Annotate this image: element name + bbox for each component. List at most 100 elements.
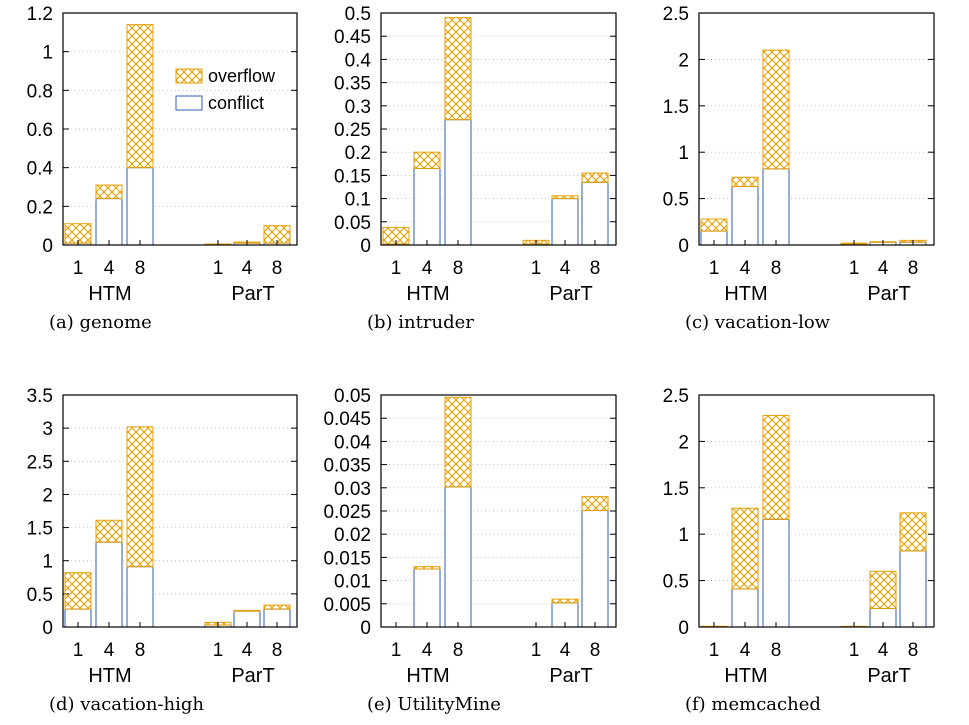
y-tick-label: 2 bbox=[678, 50, 689, 71]
bar-conflict bbox=[899, 550, 927, 628]
x-tick-label: 4 bbox=[242, 640, 253, 661]
y-tick-label: 0.3 bbox=[345, 97, 371, 118]
x-tick-label: 8 bbox=[272, 640, 283, 661]
plot-frame bbox=[380, 394, 617, 628]
group-label: HTM bbox=[724, 283, 767, 305]
bar-conflict bbox=[444, 486, 472, 628]
bar-conflict bbox=[95, 541, 123, 628]
y-tick-label: 0.5 bbox=[663, 190, 689, 211]
x-tick-label: 8 bbox=[135, 258, 146, 279]
bar-conflict bbox=[444, 119, 472, 246]
panel-caption: (d) vacation-high bbox=[49, 694, 204, 715]
panel-caption: (a) genome bbox=[49, 312, 152, 333]
y-tick-label: 0.4 bbox=[27, 159, 54, 180]
group-label: HTM bbox=[406, 283, 449, 305]
x-tick-label: 1 bbox=[531, 258, 542, 279]
y-tick-label: 3 bbox=[42, 419, 53, 440]
y-tick-label: 1 bbox=[678, 143, 689, 164]
y-tick-label: 0 bbox=[42, 236, 53, 257]
y-tick-label: 1.5 bbox=[27, 519, 53, 540]
y-tick-label: 2.5 bbox=[27, 452, 53, 473]
x-tick-label: 8 bbox=[453, 258, 464, 279]
bar-overflow bbox=[551, 195, 579, 200]
chart-panel-5: 00.0050.010.0150.020.0250.030.0350.040.0… bbox=[323, 386, 617, 715]
y-tick-label: 0.35 bbox=[334, 74, 371, 95]
y-tick-label: 0 bbox=[360, 236, 371, 257]
y-tick-label: 0.45 bbox=[334, 27, 371, 48]
legend-conflict-swatch bbox=[175, 95, 203, 111]
plot-frame bbox=[698, 394, 935, 628]
x-tick-label: 1 bbox=[73, 258, 84, 279]
y-tick-label: 0.25 bbox=[334, 120, 371, 141]
x-tick-label: 1 bbox=[213, 640, 224, 661]
panel-caption: (e) UtilityMine bbox=[367, 694, 501, 715]
bar-conflict bbox=[413, 568, 441, 628]
bar-conflict bbox=[126, 566, 154, 628]
group-label: ParT bbox=[231, 665, 274, 687]
group-label: ParT bbox=[867, 665, 910, 687]
x-tick-label: 1 bbox=[849, 258, 860, 279]
x-tick-label: 1 bbox=[73, 640, 84, 661]
y-tick-label: 2 bbox=[678, 432, 689, 453]
y-tick-label: 0.5 bbox=[663, 572, 689, 593]
bar-overflow bbox=[581, 496, 609, 512]
y-tick-label: 0.4 bbox=[345, 50, 372, 71]
y-tick-label: 2.5 bbox=[663, 386, 689, 407]
y-tick-label: 0.2 bbox=[345, 143, 371, 164]
group-label: HTM bbox=[406, 665, 449, 687]
group-label: HTM bbox=[88, 283, 131, 305]
x-tick-label: 8 bbox=[453, 640, 464, 661]
x-tick-label: 8 bbox=[590, 640, 601, 661]
y-tick-label: 0.8 bbox=[27, 81, 53, 102]
y-tick-label: 0.005 bbox=[323, 595, 371, 616]
y-tick-label: 0.5 bbox=[345, 4, 371, 25]
bar-conflict bbox=[551, 198, 579, 246]
bar-overflow bbox=[700, 218, 728, 232]
plot-frame bbox=[62, 12, 298, 246]
bar-conflict bbox=[95, 198, 123, 246]
x-tick-label: 1 bbox=[213, 258, 224, 279]
bar-overflow bbox=[444, 396, 472, 488]
x-tick-label: 4 bbox=[422, 258, 433, 279]
y-tick-label: 1 bbox=[42, 552, 53, 573]
panel-caption: (c) vacation-low bbox=[685, 312, 831, 333]
x-tick-label: 8 bbox=[771, 640, 782, 661]
y-tick-label: 3.5 bbox=[27, 386, 53, 407]
bar-overflow bbox=[731, 507, 759, 590]
bar-conflict bbox=[731, 186, 759, 246]
bar-overflow bbox=[581, 172, 609, 183]
y-tick-label: 0.025 bbox=[323, 502, 371, 523]
y-tick-label: 2.5 bbox=[663, 4, 689, 25]
plot-frame bbox=[62, 394, 298, 628]
chart-panel-2: 00.050.10.150.20.250.30.350.40.450.51 4 8 1… bbox=[334, 4, 617, 333]
panel-caption: (b) intruder bbox=[367, 312, 474, 333]
x-tick-label: 4 bbox=[242, 258, 253, 279]
bar-overflow bbox=[64, 572, 92, 610]
bar-overflow bbox=[869, 570, 897, 609]
x-tick-label: 4 bbox=[104, 258, 115, 279]
y-tick-label: 1.2 bbox=[27, 4, 53, 25]
x-tick-label: 1 bbox=[391, 258, 402, 279]
y-tick-label: 0.2 bbox=[27, 197, 53, 218]
legend-overflow-swatch bbox=[175, 68, 203, 84]
y-tick-label: 1 bbox=[678, 525, 689, 546]
y-tick-label: 0 bbox=[678, 236, 689, 257]
bar-overflow bbox=[444, 17, 472, 121]
panel-caption: (f) memcached bbox=[685, 694, 821, 715]
y-tick-label: 0.1 bbox=[345, 190, 371, 211]
group-label: ParT bbox=[549, 665, 592, 687]
y-tick-label: 0.6 bbox=[27, 120, 53, 141]
bar-overflow bbox=[263, 604, 291, 610]
bar-overflow bbox=[762, 49, 790, 170]
y-tick-label: 0 bbox=[678, 618, 689, 639]
y-tick-label: 0.035 bbox=[323, 456, 371, 477]
x-tick-label: 4 bbox=[560, 258, 571, 279]
x-tick-label: 4 bbox=[740, 258, 751, 279]
y-tick-label: 1.5 bbox=[663, 479, 689, 500]
x-tick-label: 8 bbox=[908, 258, 919, 279]
y-tick-label: 0.045 bbox=[323, 409, 371, 430]
plot-frame bbox=[380, 12, 617, 246]
